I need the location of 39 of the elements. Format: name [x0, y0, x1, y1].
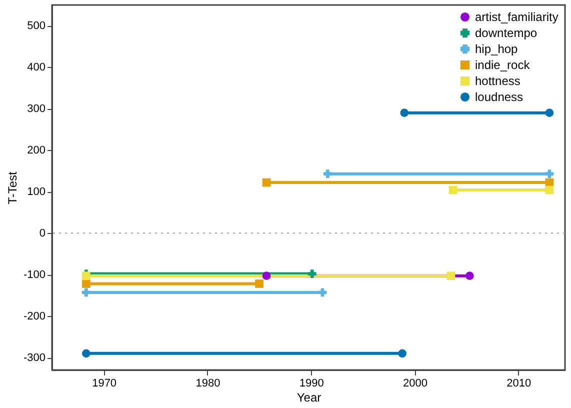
x-tick-label: 2010	[506, 378, 532, 390]
legend-label: hip_hop	[475, 42, 518, 56]
legend-label: loudness	[475, 90, 524, 104]
legend-label: artist_familiarity	[475, 10, 558, 24]
point	[398, 349, 406, 358]
legend-label: downtempo	[475, 26, 538, 40]
x-tick-label: 1970	[92, 378, 117, 390]
point	[82, 280, 90, 288]
point	[465, 272, 474, 280]
y-tick-label: -300	[23, 352, 46, 364]
point	[400, 108, 409, 118]
point	[308, 270, 316, 278]
y-axis-title: T-Test	[5, 171, 20, 204]
y-tick-label: 500	[27, 20, 46, 32]
point	[262, 272, 271, 280]
point	[82, 272, 90, 280]
y-tick-label: -200	[23, 310, 46, 323]
x-tick-label: 1980	[196, 378, 220, 390]
point	[446, 272, 456, 280]
y-tick-label: 400	[27, 62, 46, 74]
x-tick-label: 1990	[299, 378, 324, 390]
point	[545, 108, 554, 118]
point	[255, 280, 264, 288]
y-tick-label: 0	[39, 228, 46, 240]
point	[545, 170, 554, 178]
x-tick-label: 2000	[402, 378, 428, 390]
x-axis-title: Year	[296, 390, 322, 404]
point	[448, 186, 458, 194]
point	[323, 170, 332, 178]
point	[82, 288, 90, 297]
y-tick-label: 200	[27, 144, 46, 157]
y-tick-label: 100	[27, 186, 46, 198]
y-tick-label: 300	[27, 103, 46, 116]
y-tick-label: -100	[23, 269, 46, 282]
legend-label: indie_rock	[475, 58, 531, 72]
point	[82, 349, 90, 358]
legend-label: hottness	[475, 74, 520, 88]
point	[262, 178, 271, 187]
point	[545, 186, 554, 194]
